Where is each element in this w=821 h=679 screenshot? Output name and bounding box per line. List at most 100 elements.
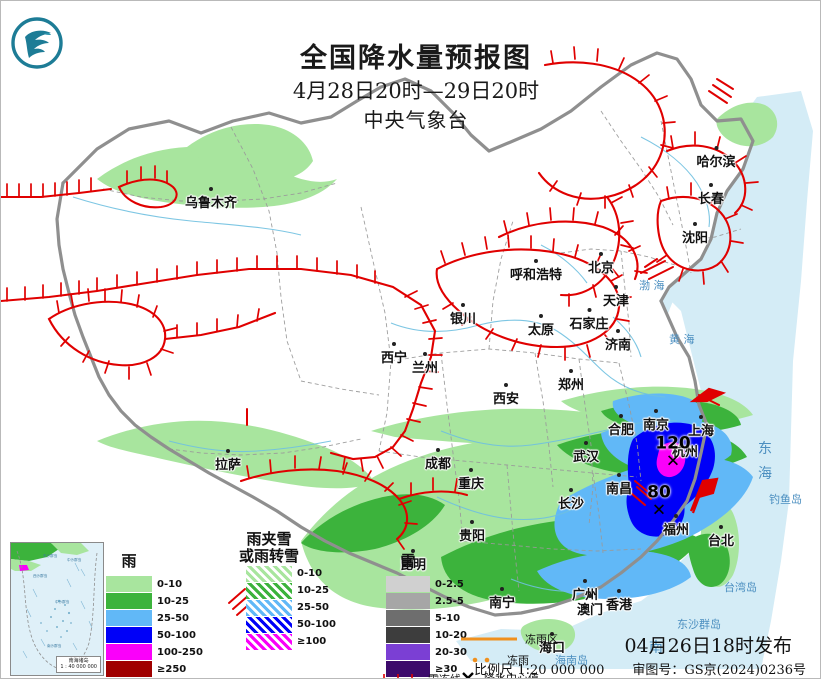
city-label-lanzhou: 兰州 [412, 352, 438, 376]
legend-snow-label: 2.5-5 [435, 595, 464, 607]
legend-symbol-freezing-rain-zone-label: 冻雨区 [525, 633, 558, 646]
city-label-hangzhou: 杭州 [672, 436, 698, 460]
city-label-tianjin: 天津 [603, 285, 629, 309]
legend-rain-label: 0-10 [157, 578, 183, 590]
city-marker-dot [499, 587, 504, 591]
city-marker-dot [692, 222, 697, 226]
legend-snow-swatch [386, 610, 430, 626]
city-label-text: 香港 [605, 598, 633, 613]
city-marker-dot [586, 308, 591, 312]
city-marker-dot [698, 415, 703, 419]
city-label-zhengzhou: 郑州 [558, 369, 584, 393]
legend-snow-column: 雪 0-2.5 2.5-5 5-10 10-20 20-30 ≥30 [386, 553, 467, 678]
city-label-text: 哈尔滨 [696, 155, 736, 170]
sea-label-hainan-island: 海南岛 [555, 654, 588, 667]
city-label-text: 合肥 [607, 423, 635, 438]
city-label-kunming: 昆明 [400, 549, 426, 573]
city-label-text: 西安 [492, 392, 520, 407]
city-label-taipei: 台北 [708, 525, 734, 549]
sea-label-yellow-sea: 黄 海 [669, 333, 695, 346]
city-label-text: 太原 [527, 323, 555, 338]
city-marker-dot [618, 414, 623, 418]
footer-meta: 比例尺 1:20 000 000 审图号：GS京(2024)0236号 [474, 659, 806, 678]
legend-snow-row: 2.5-5 [386, 593, 467, 610]
legend-sleet-row: 10-25 [246, 582, 336, 599]
city-label-text: 乌鲁木齐 [184, 196, 238, 211]
national-boundary [55, 51, 755, 617]
legend-sleet-label: 10-25 [297, 585, 329, 596]
legend-sleet-row: 50-100 [246, 616, 336, 633]
legend-rain-swatch [106, 610, 152, 626]
legend-rain-row: 100-250 [106, 644, 203, 661]
city-marker-dot [225, 449, 230, 453]
south-china-sea-inset: 东沙群岛 中沙群岛 西沙群岛 中沙群岛 南沙群岛 南海诸岛 1 : 40 000… [10, 542, 104, 676]
svg-text:南沙群岛: 南沙群岛 [47, 643, 62, 648]
city-label-text: 澳门 [576, 603, 604, 618]
frost-line-barbs [6, 46, 759, 550]
city-marker-dot [598, 252, 603, 256]
city-marker-dot [538, 314, 543, 318]
precip-center-120: 120 ✕ [655, 435, 691, 471]
city-label-haikou: 海口 [539, 632, 565, 656]
sea-label-east-china-sea-2: 海 [758, 466, 772, 482]
city-label-shanghai: 上海 [688, 415, 714, 439]
legend-snow-row: 10-20 [386, 627, 467, 644]
city-label-text: 广州 [571, 588, 599, 603]
city-marker-dot [568, 488, 573, 492]
city-marker-dot [713, 146, 718, 150]
city-label-text: 南京 [642, 418, 670, 433]
legend-snow-label: 10-20 [435, 629, 467, 641]
city-label-text: 北京 [587, 261, 615, 276]
legend-sleet-heading-line1: 雨夹雪 [246, 530, 292, 548]
city-label-hongkong: 香港 [606, 589, 632, 613]
city-label-text: 郑州 [557, 378, 585, 393]
sea-label-bohai-sea: 渤 海 [639, 279, 665, 292]
legend-snow-rows: 0-2.5 2.5-5 5-10 10-20 20-30 ≥30 [386, 576, 467, 678]
sea-label-south-china-sea: 南 [649, 640, 663, 656]
legend-rain-swatch [106, 661, 152, 677]
city-label-text: 长沙 [557, 497, 585, 512]
svg-text:西沙群岛: 西沙群岛 [33, 573, 48, 578]
legend-sleet-swatch [246, 616, 292, 633]
city-marker-dot [615, 329, 620, 333]
legend-symbol-precip-center-label: 降水中心值 [484, 672, 539, 679]
city-marker-dot [616, 589, 621, 593]
city-label-yinchuan: 银川 [450, 303, 476, 327]
legend-rain-row: ≥250 [106, 661, 203, 678]
city-label-text: 海口 [538, 641, 566, 656]
legend-snow-swatch [386, 661, 430, 677]
legend-symbol-frost-line-label: 霜冻线 [428, 671, 461, 678]
city-label-taiyuan: 太原 [528, 314, 554, 338]
city-label-text: 武汉 [572, 450, 600, 465]
frost-line-icon [383, 674, 413, 678]
city-marker-dot [682, 436, 687, 440]
city-label-text: 成都 [424, 457, 452, 472]
legend-rain-swatch [106, 627, 152, 643]
inset-scale-value: 1 : 40 000 000 [60, 664, 97, 671]
city-label-fuzhou: 福州 [663, 514, 689, 538]
city-marker-dot [460, 303, 465, 307]
city-marker-dot [410, 549, 415, 553]
legend-sleet-label: 0-10 [297, 568, 323, 579]
city-label-macau: 澳门 [577, 594, 603, 618]
legend-sleet-heading: 雨夹雪 或雨转雪 [229, 531, 309, 564]
legend-rain-label: 10-25 [157, 595, 189, 607]
legend-snow-label: 5-10 [435, 612, 461, 624]
city-label-guiyang: 贵阳 [459, 520, 485, 544]
city-marker-dot [718, 525, 723, 529]
map-scale: 比例尺 1:20 000 000 [474, 663, 605, 678]
legend-rain-row: 0-10 [106, 576, 203, 593]
legend-rain-swatch [106, 593, 152, 609]
city-label-text: 沈阳 [681, 231, 709, 246]
legend-rain-row: 50-100 [106, 627, 203, 644]
city-label-text: 长春 [697, 192, 725, 207]
city-label-text: 南昌 [605, 482, 633, 497]
svg-text:中沙群岛: 中沙群岛 [67, 557, 82, 562]
city-marker-dot [587, 594, 592, 598]
city-label-text: 杭州 [671, 445, 699, 460]
city-marker-dot [708, 183, 713, 187]
city-marker-dot [469, 520, 474, 524]
legend-sleet-row: 0-10 [246, 565, 336, 582]
issue-time: 04月26日18时发布 [624, 635, 792, 657]
city-label-changchun: 长春 [698, 183, 724, 207]
